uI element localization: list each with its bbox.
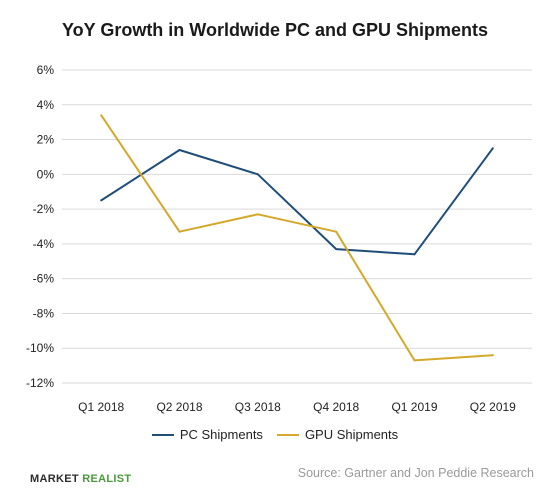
chart-title: YoY Growth in Worldwide PC and GPU Shipm… <box>61 20 489 40</box>
data-point-gpu-shipments <box>100 114 103 117</box>
x-tick-label: Q1 2019 <box>391 400 437 414</box>
y-tick-label: -12% <box>26 376 54 390</box>
y-tick-label: 2% <box>37 133 55 147</box>
data-point-gpu-shipments <box>413 359 416 362</box>
legend: PC Shipments GPU Shipments <box>0 427 550 442</box>
legend-item-pc: PC Shipments <box>151 427 263 442</box>
data-point-gpu-shipments <box>256 213 259 216</box>
y-tick-label: -4% <box>33 237 55 251</box>
x-tick-label: Q3 2018 <box>235 400 281 414</box>
x-tick-label: Q1 2018 <box>78 400 124 414</box>
y-tick-label: -6% <box>33 272 55 286</box>
legend-swatch-pc <box>151 433 174 436</box>
data-point-pc-shipments <box>100 199 103 202</box>
data-point-pc-shipments <box>256 173 259 176</box>
data-point-gpu-shipments <box>491 354 494 357</box>
data-point-gpu-shipments <box>335 230 338 233</box>
data-point-pc-shipments <box>413 253 416 256</box>
series-line-pc-shipments <box>100 147 494 256</box>
legend-label-pc: PC Shipments <box>179 427 263 442</box>
x-tick-label: Q2 2018 <box>156 400 202 414</box>
legend-swatch-gpu <box>276 433 299 436</box>
data-point-pc-shipments <box>335 248 338 251</box>
y-tick-label: 6% <box>37 63 55 77</box>
axes: 6% 4% 2% 0% -2% -4% -6% -8% -10% -12% Q1 2018 Q2 20… <box>26 63 516 414</box>
brand-logo: MARKET REALIST <box>30 473 131 485</box>
y-tick-label: -10% <box>26 341 54 355</box>
x-tick-label: Q2 2019 <box>470 400 516 414</box>
data-point-gpu-shipments <box>178 230 181 233</box>
legend-item-gpu: GPU Shipments <box>276 427 399 442</box>
y-tick-label: 4% <box>37 98 55 112</box>
source-note: Source: Gartner and Jon Peddie Research <box>297 466 534 480</box>
y-tick-label: 0% <box>37 167 55 181</box>
brand-name-part2: REALIST <box>82 473 132 485</box>
x-tick-label: Q4 2018 <box>313 400 359 414</box>
data-point-pc-shipments <box>178 148 181 151</box>
series-lines <box>100 114 494 362</box>
y-tick-label: -2% <box>33 202 55 216</box>
gridlines <box>62 69 532 384</box>
series-line-gpu-shipments <box>100 114 493 362</box>
data-point-pc-shipments <box>491 147 494 150</box>
legend-label-gpu: GPU Shipments <box>304 427 399 442</box>
y-tick-label: -8% <box>33 306 55 320</box>
brand-name-part1: MARKET <box>30 473 79 485</box>
